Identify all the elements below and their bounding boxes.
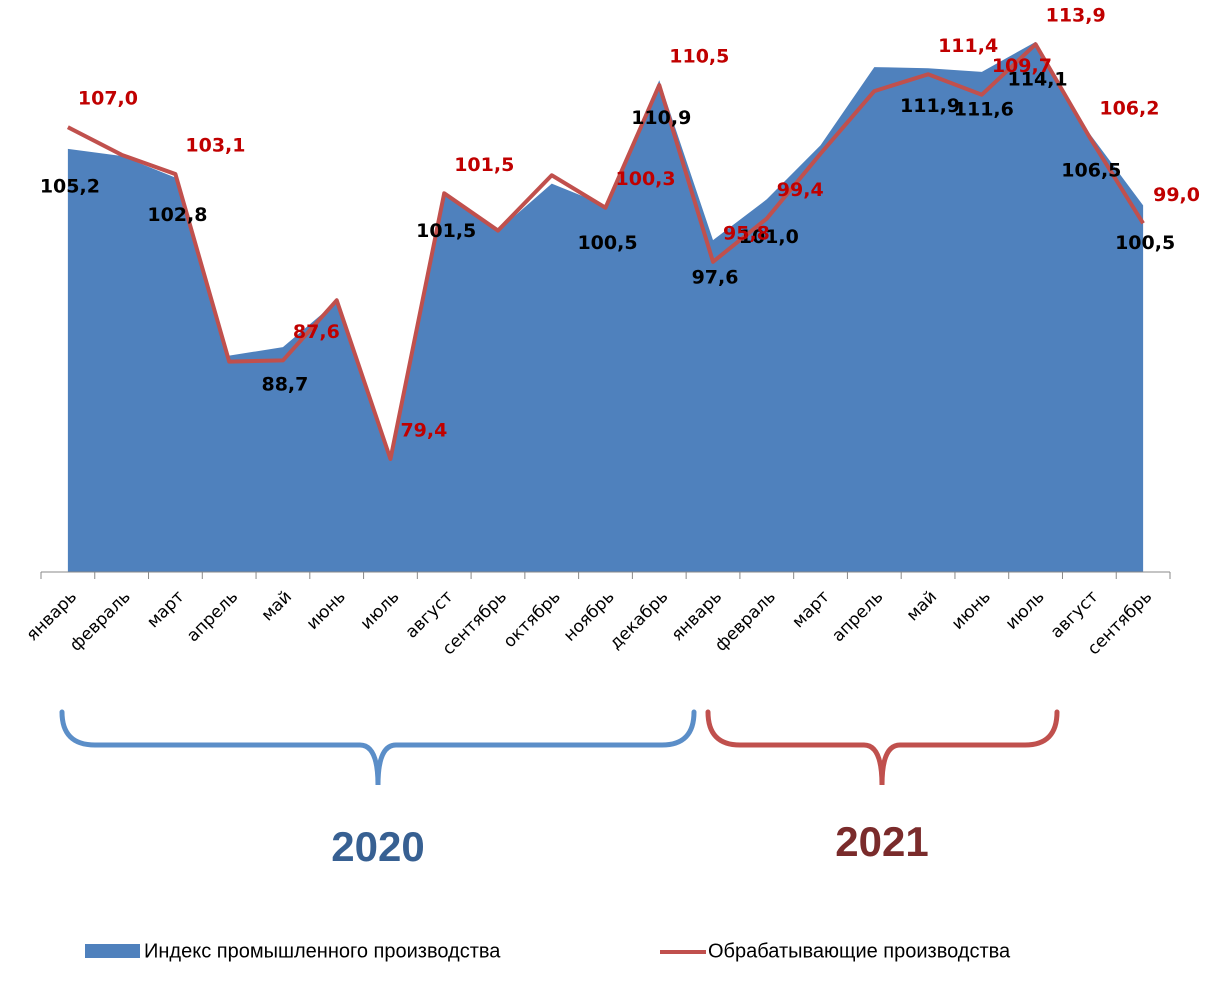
data-label: 114,1 — [1008, 68, 1068, 90]
x-tick-label: декабрь — [606, 587, 673, 654]
year-brace — [59, 709, 697, 786]
data-label: 99,0 — [1153, 184, 1200, 206]
data-label: 111,4 — [938, 35, 998, 57]
data-label: 95,8 — [723, 222, 770, 244]
data-label: 101,5 — [454, 154, 514, 176]
data-label: 111,6 — [954, 98, 1014, 120]
x-tick-label: март — [143, 587, 188, 632]
data-label: 100,3 — [616, 168, 676, 190]
x-tick-label: октябрь — [500, 587, 565, 652]
x-tick-label: июнь — [303, 587, 350, 634]
data-label: 101,0 — [739, 226, 799, 248]
x-tick-label: март — [788, 587, 833, 632]
data-label: 106,5 — [1061, 160, 1121, 182]
data-label: 88,7 — [261, 374, 308, 396]
data-label: 106,2 — [1099, 97, 1159, 119]
x-tick-label: апрель — [828, 587, 887, 646]
data-label: 113,9 — [1046, 5, 1106, 27]
x-tick-label: май — [903, 587, 941, 625]
year-label: 2021 — [835, 818, 928, 865]
x-tick-label: июль — [357, 587, 404, 634]
data-label: 100,5 — [1115, 232, 1175, 254]
data-label: 97,6 — [692, 267, 739, 289]
x-tick-label: май — [258, 587, 296, 625]
data-label: 87,6 — [293, 321, 340, 343]
year-brace — [705, 709, 1060, 786]
line — [66, 42, 1145, 461]
data-label: 107,0 — [78, 88, 138, 110]
legend-label: Обрабатывающие производства — [708, 940, 1011, 962]
data-label: 99,4 — [777, 179, 824, 201]
data-label: 110,5 — [669, 46, 729, 68]
x-tick-label: июнь — [948, 587, 995, 634]
data-label: 111,9 — [900, 95, 960, 117]
x-tick-label: апрель — [183, 587, 242, 646]
data-label: 101,5 — [416, 220, 476, 242]
data-label: 103,1 — [185, 135, 245, 157]
data-label: 110,9 — [631, 107, 691, 129]
data-label: 105,2 — [40, 175, 100, 197]
data-label: 102,8 — [147, 204, 207, 226]
legend-label: Индекс промышленного производства — [144, 940, 501, 962]
area — [67, 41, 1144, 572]
x-tick-label: июль — [1002, 587, 1049, 634]
data-label: 109,7 — [992, 55, 1052, 77]
data-label: 79,4 — [400, 419, 447, 441]
data-label: 100,5 — [577, 232, 637, 254]
year-label: 2020 — [331, 823, 424, 870]
legend-swatch — [85, 944, 140, 958]
